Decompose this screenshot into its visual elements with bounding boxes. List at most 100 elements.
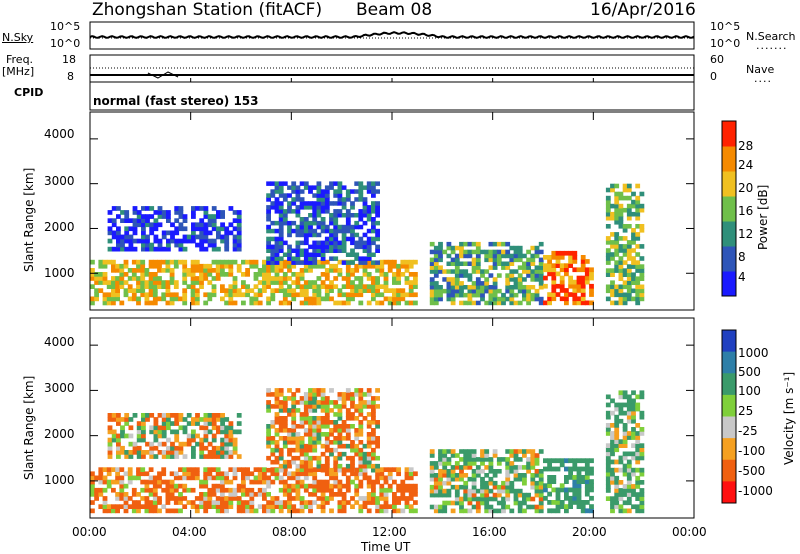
power-cell [429, 292, 435, 298]
power-cell [605, 240, 611, 245]
power-cell [358, 263, 364, 269]
power-cell [413, 284, 418, 289]
vel-cell [471, 476, 477, 482]
power-cell [337, 181, 343, 186]
power-cell [128, 242, 134, 248]
power-cell [358, 244, 364, 250]
power-cell [618, 260, 624, 265]
vel-cell [299, 443, 305, 449]
power-cell [207, 272, 213, 277]
power-cell [538, 281, 544, 286]
power-cell [295, 193, 301, 198]
vel-cell [211, 454, 217, 459]
power-cell [631, 288, 636, 294]
vel-cell [547, 483, 552, 489]
power-cell [253, 296, 259, 302]
vel-cell [635, 402, 641, 408]
power-cell [211, 288, 217, 293]
vel-cell [127, 471, 133, 477]
power-cell [203, 292, 209, 298]
vel-cell [115, 475, 120, 481]
vel-cell [152, 508, 158, 514]
vel-cell [454, 484, 460, 490]
vel-cell [337, 396, 343, 401]
vel-cell [639, 471, 645, 477]
vel-cell [584, 462, 590, 468]
power-cell [131, 268, 137, 273]
power-cell [295, 205, 301, 210]
vel-cell [312, 500, 318, 505]
power-cell [190, 288, 196, 293]
power-cell [354, 268, 360, 273]
power-cell [639, 256, 645, 261]
vel-cell [116, 437, 121, 443]
power-cell [484, 269, 490, 274]
vel-cell [605, 459, 611, 465]
power-cell [580, 279, 586, 285]
vel-region-4 [543, 458, 594, 514]
vel-cell [173, 471, 179, 477]
power-cell [312, 232, 318, 238]
vel-colorbar-swatch-ordered-5 [722, 438, 736, 461]
power-cell [312, 228, 318, 234]
vel-cell [371, 479, 376, 485]
power-cell [618, 268, 624, 273]
vel-cell [509, 484, 515, 490]
vel-cell [161, 471, 167, 477]
power-cell [166, 214, 171, 219]
vel-cell [568, 504, 573, 509]
vel-cell [572, 491, 578, 497]
vel-cell [337, 467, 343, 473]
power-cell [145, 218, 150, 223]
vel-cell [329, 508, 334, 514]
power-cell [454, 269, 460, 274]
power-cell [614, 244, 620, 249]
power-cell [220, 288, 225, 293]
vel-cell [639, 390, 645, 396]
power-cell [371, 224, 376, 230]
vel-cell [404, 496, 410, 501]
vel-cell [626, 484, 632, 489]
vel-cell [215, 496, 221, 501]
power-cell [568, 255, 573, 260]
vel-cell [165, 496, 171, 501]
power-cell [358, 292, 364, 298]
vel-cell [107, 445, 113, 451]
power-cell [178, 259, 183, 265]
power-cell [358, 193, 364, 198]
power-cell [530, 285, 536, 290]
vel-cell [475, 469, 481, 474]
vel-cell [534, 461, 540, 466]
power-cell [329, 244, 334, 250]
power-cell [501, 296, 506, 302]
power-cell [266, 276, 271, 281]
vel-cell [375, 467, 380, 473]
vel-cell [450, 500, 456, 506]
vel-cell [253, 492, 259, 497]
power-cell [333, 300, 339, 306]
vel-cell [442, 480, 448, 486]
power-cell [614, 292, 620, 298]
power-cell [564, 288, 569, 293]
power-cell [345, 263, 351, 269]
vel-cell [236, 421, 242, 426]
vel-cell [538, 469, 544, 474]
vel-cell [303, 447, 309, 453]
power-cell [517, 277, 523, 282]
power-cell [190, 259, 196, 265]
vel-cell [119, 504, 125, 509]
vel-cell [308, 388, 313, 393]
vel-cell [207, 441, 213, 447]
power-cell [471, 288, 477, 294]
power-cell [120, 242, 125, 248]
vel-cell [141, 429, 146, 435]
power-cell [371, 276, 376, 281]
power-cell [278, 268, 284, 273]
power-cell [123, 263, 129, 269]
vel-cell [631, 398, 636, 404]
power-cell [614, 220, 620, 225]
vel-cell [182, 496, 188, 501]
power-cell [299, 232, 305, 238]
vel-cell [136, 450, 142, 455]
power-cell [605, 256, 611, 261]
